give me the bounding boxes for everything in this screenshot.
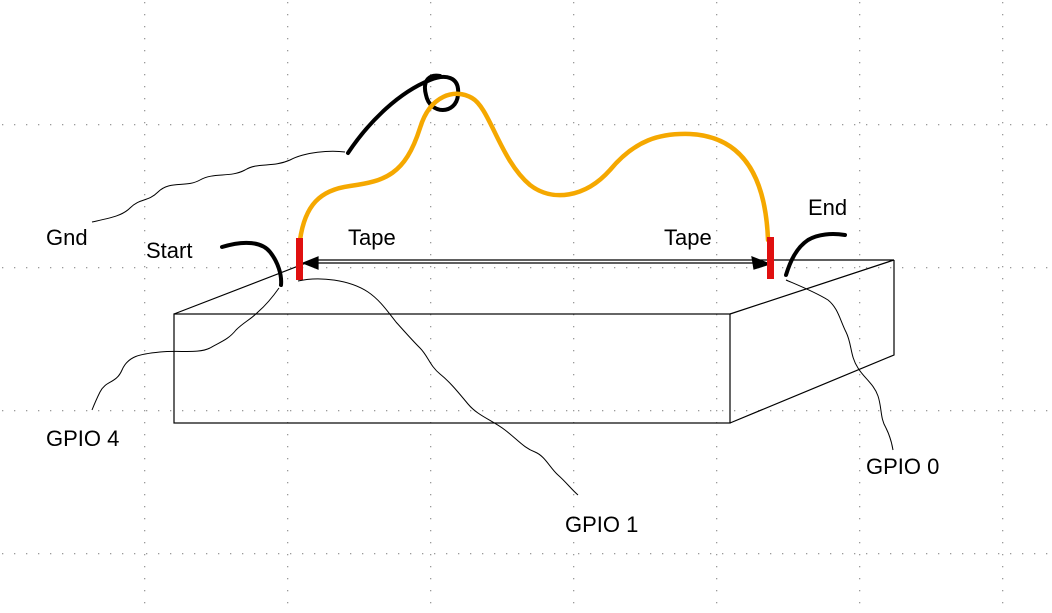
gnd-leader <box>91 150 346 223</box>
gpio0-leader <box>785 279 894 451</box>
gpio1-leader <box>297 278 579 496</box>
tape-right-marker <box>767 237 774 279</box>
wire-loop <box>297 91 771 243</box>
gnd-wire <box>346 73 461 155</box>
tape-distance-arrow <box>301 256 772 270</box>
gnd-label: Gnd <box>46 225 88 250</box>
gpio1-label: GPIO 1 <box>565 512 638 537</box>
end-wire <box>784 232 847 277</box>
base-block <box>173 259 895 424</box>
tape-right-label: Tape <box>664 225 712 250</box>
gpio4-leader <box>91 287 280 411</box>
end-label: End <box>808 195 847 220</box>
gpio4-label: GPIO 4 <box>46 426 119 451</box>
dotted-grid <box>2 2 1048 604</box>
tape-left-marker <box>296 238 303 280</box>
start-wire <box>220 240 284 287</box>
start-label: Start <box>146 238 192 263</box>
tape-left-label: Tape <box>348 225 396 250</box>
gpio0-label: GPIO 0 <box>866 454 939 479</box>
